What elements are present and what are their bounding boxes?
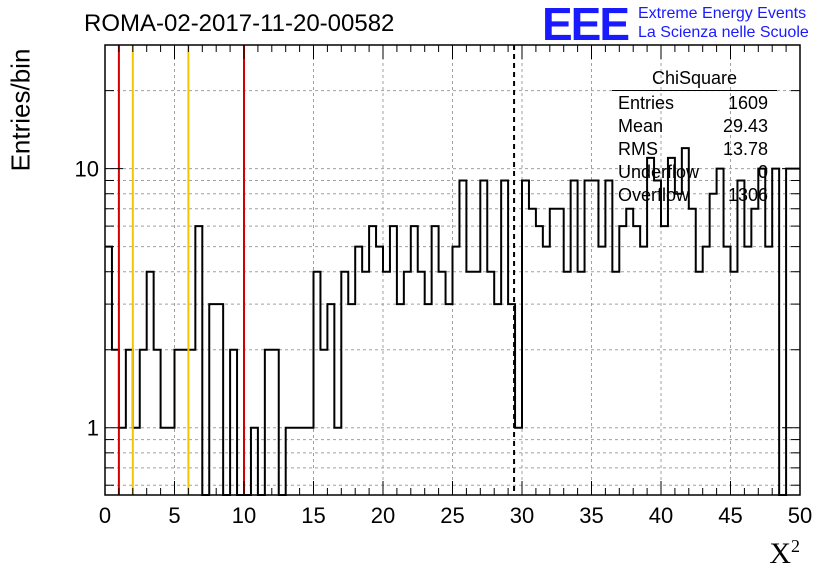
stats-separator: [612, 90, 777, 91]
y-tick-label: 1: [87, 416, 99, 441]
stats-label: Overflow: [618, 185, 690, 205]
chart-title: ROMA-02-2017-11-20-00582: [84, 10, 395, 37]
x-tick-label: 20: [371, 503, 395, 528]
x-tick-label: 50: [788, 503, 812, 528]
stats-row-underflow: Underflow 0: [618, 162, 768, 184]
x-axis-label: X2: [769, 536, 800, 570]
x-tick-label: 10: [232, 503, 256, 528]
stats-label: RMS: [618, 139, 658, 159]
stats-row-entries: Entries 1609: [618, 93, 768, 115]
stats-title: ChiSquare: [651, 68, 738, 88]
x-tick-label: 5: [168, 503, 180, 528]
y-tick-label: 10: [75, 157, 99, 182]
x-tick-label: 15: [301, 503, 325, 528]
stats-value: 29.43: [722, 116, 768, 136]
x-tick-label: 30: [510, 503, 534, 528]
stats-row-mean: Mean 29.43: [618, 116, 768, 138]
stats-value: 0: [757, 162, 768, 182]
stats-label: Mean: [618, 116, 664, 136]
stats-row-overflow: Overflow 1306: [618, 185, 768, 207]
stats-value: 1306: [727, 185, 768, 205]
stats-label: Entries: [618, 93, 675, 113]
x-tick-label: 25: [440, 503, 464, 528]
stats-value: 13.78: [722, 139, 768, 159]
stats-box: ChiSquare Entries 1609 Mean 29.43 RMS 13…: [612, 66, 777, 206]
stats-row-rms: RMS 13.78: [618, 139, 768, 161]
stats-value: 1609: [727, 93, 768, 113]
x-tick-label: 40: [649, 503, 673, 528]
x-tick-label: 45: [718, 503, 742, 528]
logo-caption-line1: Extreme Energy Events: [638, 5, 807, 22]
x-tick-label: 35: [579, 503, 603, 528]
stats-label: Underflow: [618, 162, 700, 182]
eee-logo-mark: EEE: [542, 0, 630, 50]
y-axis-label: Entries/bin: [5, 48, 36, 172]
y-axis-label-box: Entries/bin: [6, 40, 36, 180]
x-tick-label: 0: [99, 503, 111, 528]
logo-caption-line2: La Scienza nelle Scuole: [638, 24, 809, 41]
